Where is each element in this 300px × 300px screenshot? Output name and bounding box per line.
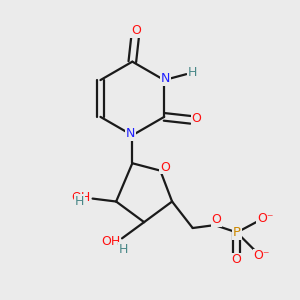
Text: O: O <box>131 24 141 37</box>
Text: N: N <box>126 127 136 140</box>
Text: H: H <box>75 195 84 208</box>
Text: N: N <box>161 72 170 85</box>
Text: O: O <box>211 213 221 226</box>
Text: O⁻: O⁻ <box>257 212 274 225</box>
Text: OH: OH <box>71 190 90 204</box>
Text: O: O <box>160 160 170 174</box>
Text: H: H <box>188 66 197 79</box>
Text: OH: OH <box>101 235 121 248</box>
Text: O⁻: O⁻ <box>254 250 270 262</box>
Text: P: P <box>233 226 241 239</box>
Text: H: H <box>119 243 128 256</box>
Text: O: O <box>192 112 202 125</box>
Text: O: O <box>231 253 241 266</box>
